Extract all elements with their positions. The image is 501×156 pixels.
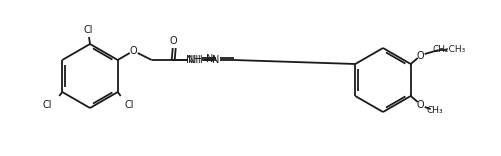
- Text: NH: NH: [186, 55, 201, 65]
- Text: Cl: Cl: [125, 100, 134, 110]
- Text: N: N: [206, 54, 214, 64]
- Text: Cl: Cl: [83, 25, 93, 35]
- Text: O: O: [130, 46, 138, 56]
- Text: CH₂CH₃: CH₂CH₃: [432, 46, 465, 54]
- Text: Cl: Cl: [43, 100, 52, 110]
- Text: CH₃: CH₃: [426, 105, 443, 115]
- Text: NH: NH: [188, 55, 203, 65]
- Text: N: N: [212, 55, 219, 65]
- Text: O: O: [170, 36, 177, 46]
- Text: O: O: [417, 100, 424, 110]
- Text: O: O: [417, 51, 424, 61]
